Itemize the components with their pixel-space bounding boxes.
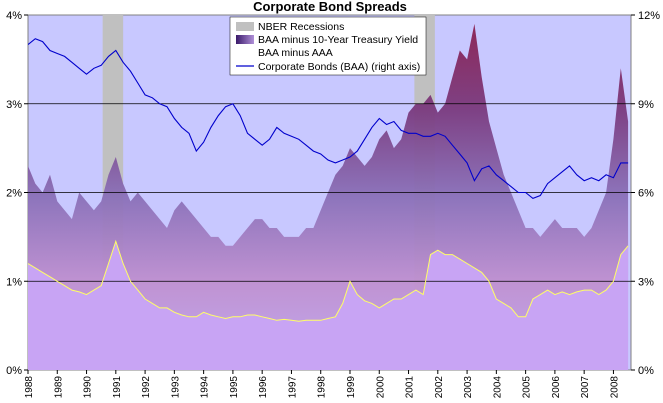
right-axis: 0% 3% 6% 9% 12% bbox=[631, 10, 660, 377]
legend-box bbox=[229, 16, 427, 76]
x-tick-label: 2004 bbox=[492, 376, 503, 399]
x-tick-label: 2003 bbox=[463, 376, 474, 399]
x-tick-label: 2002 bbox=[434, 376, 445, 399]
right-tick-label: 6% bbox=[638, 188, 654, 200]
x-tick-label: 1995 bbox=[229, 376, 240, 399]
x-tick-label: 2008 bbox=[609, 376, 620, 399]
right-tick-label: 9% bbox=[638, 99, 654, 111]
left-tick-label: 3% bbox=[6, 99, 22, 111]
x-tick-label: 1998 bbox=[317, 376, 328, 399]
x-tick-label: 1991 bbox=[112, 376, 123, 399]
left-tick-label: 4% bbox=[6, 10, 22, 22]
gridlines bbox=[28, 103, 631, 282]
line-baa-minus-aaa bbox=[28, 239, 629, 322]
legend: NBER Recessions BAA minus 10-Year Treasu… bbox=[229, 16, 427, 76]
x-tick-label: 1999 bbox=[346, 376, 357, 399]
x-tick-label: 1993 bbox=[170, 376, 181, 399]
x-tick-label: 2000 bbox=[375, 376, 386, 399]
right-tick-label: 12% bbox=[638, 10, 660, 22]
x-tick-label: 2005 bbox=[522, 376, 533, 399]
legend-label-baa-aaa: BAA minus AAA bbox=[258, 47, 333, 59]
spread-areas bbox=[28, 23, 629, 370]
legend-swatch-spread-10yr bbox=[236, 35, 254, 44]
x-axis: 1988 1989 1990 1991 1992 1993 1994 1995 1996 1997… bbox=[24, 370, 620, 398]
x-tick-label: 1989 bbox=[53, 376, 64, 399]
legend-label-baa-line: Corporate Bonds (BAA) (right axis) bbox=[258, 61, 420, 73]
area-baa-minus-aaa bbox=[28, 241, 629, 370]
left-tick-label: 2% bbox=[6, 188, 22, 200]
legend-label-spread-10yr: BAA minus 10-Year Treasury Yield bbox=[258, 34, 418, 46]
x-tick-label: 2006 bbox=[551, 376, 562, 399]
series-lines bbox=[28, 38, 629, 322]
left-tick-label: 0% bbox=[6, 365, 22, 377]
left-axis: 0% 1% 2% 3% 4% bbox=[6, 10, 28, 377]
x-tick-label: 1992 bbox=[141, 376, 152, 399]
chart-title: Corporate Bond Spreads bbox=[253, 0, 407, 14]
x-tick-label: 2007 bbox=[580, 376, 591, 399]
left-tick-label: 1% bbox=[6, 276, 22, 288]
legend-swatch-baa-aaa bbox=[236, 48, 254, 57]
legend-swatch-recessions bbox=[236, 22, 254, 31]
x-tick-label: 2001 bbox=[405, 376, 416, 399]
right-tick-label: 3% bbox=[638, 276, 654, 288]
x-tick-label: 1990 bbox=[83, 376, 94, 399]
line-baa-yield bbox=[28, 38, 629, 200]
x-tick-label: 1994 bbox=[200, 376, 211, 399]
x-tick-label: 1997 bbox=[287, 376, 298, 399]
right-tick-label: 0% bbox=[638, 365, 654, 377]
legend-label-recessions: NBER Recessions bbox=[258, 21, 344, 33]
x-tick-label: 1988 bbox=[24, 376, 35, 399]
x-tick-label: 1996 bbox=[258, 376, 269, 399]
